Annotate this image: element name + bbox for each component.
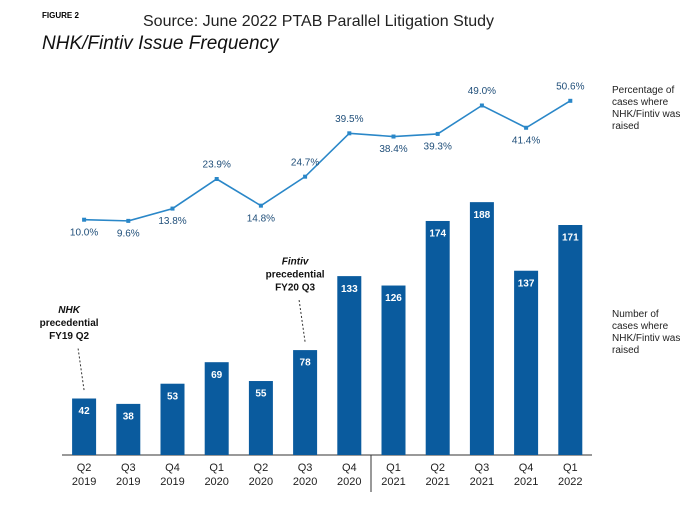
line-point	[479, 103, 484, 108]
bar	[558, 225, 583, 455]
x-tick-label: Q1 2020	[204, 462, 229, 488]
annotation-text: precedential	[40, 318, 99, 329]
bar-value-label: 171	[562, 233, 579, 244]
x-tick-label: Q4 2019	[160, 462, 185, 488]
bar-value-label: 126	[385, 293, 402, 304]
bar	[248, 381, 273, 455]
line-value-label: 49.0%	[468, 86, 496, 97]
bar-value-label: 174	[429, 229, 446, 240]
line-value-label: 10.0%	[70, 227, 98, 238]
x-tick-label: Q4 2020	[337, 462, 362, 488]
bar	[72, 398, 97, 455]
line-value-label: 50.6%	[556, 81, 584, 92]
annotation-text: NHK	[58, 305, 80, 316]
annotation-leader	[77, 348, 85, 391]
line-point	[126, 218, 131, 223]
bar	[469, 202, 494, 455]
line-value-label: 23.9%	[203, 160, 231, 171]
bar-legend: Number of cases where NHK/Fintiv was rai…	[612, 309, 681, 356]
bar-value-label: 137	[518, 278, 535, 289]
bar-value-label: 133	[341, 284, 358, 295]
annotation-text: precedential	[266, 270, 325, 281]
bar-value-label: 78	[300, 358, 312, 369]
bar-value-label: 42	[79, 406, 91, 417]
annotation-text: FY20 Q3	[275, 283, 315, 294]
x-tick-label: Q4 2021	[513, 462, 539, 488]
line-point	[391, 134, 396, 139]
line-point	[435, 131, 440, 136]
bar-value-label: 69	[211, 370, 223, 381]
x-tick-label: Q3 2020	[292, 462, 318, 488]
x-tick-label: Q2 2021	[425, 462, 450, 488]
annotation-leader	[298, 300, 306, 343]
subtitle: Source: June 2022 PTAB Parallel Litigati…	[143, 13, 494, 30]
x-tick-label: Q2 2020	[248, 462, 274, 488]
line-point	[347, 131, 352, 136]
x-tick-label: Q2 2019	[71, 462, 97, 488]
bar	[116, 403, 141, 455]
bar	[337, 276, 362, 455]
annotation-text: Fintiv	[282, 257, 310, 268]
line-point	[82, 217, 87, 222]
line-legend: Percentage of cases where NHK/Fintiv was…	[612, 85, 681, 132]
line-value-label: 38.4%	[379, 144, 407, 155]
line-value-label: 24.7%	[291, 157, 319, 168]
bar	[425, 220, 450, 455]
line-value-label: 39.5%	[335, 114, 363, 125]
line-point	[568, 98, 573, 103]
bar	[160, 383, 185, 455]
line-point	[170, 206, 175, 211]
line-point	[303, 174, 308, 179]
line-value-label: 9.6%	[117, 229, 140, 240]
line-point	[214, 177, 219, 182]
line-value-label: 39.3%	[424, 142, 452, 153]
bar	[381, 285, 406, 455]
line-value-label: 13.8%	[158, 216, 186, 227]
figure-label: FIGURE 2	[42, 11, 79, 20]
annotation-text: FY19 Q2	[49, 331, 89, 342]
line-point	[258, 203, 263, 208]
bar-value-label: 53	[167, 391, 179, 402]
line-value-label: 14.8%	[247, 213, 275, 224]
line	[84, 100, 571, 222]
chart-title: NHK/Fintiv Issue Frequency	[42, 33, 280, 54]
x-tick-label: Q3 2019	[116, 462, 141, 488]
x-tick-label: Q1 2021	[381, 462, 406, 488]
bar	[514, 270, 539, 455]
x-tick-label: Q3 2021	[469, 462, 495, 488]
bar	[204, 362, 229, 455]
bar	[293, 350, 318, 455]
line-value-label: 41.4%	[512, 135, 540, 146]
x-tick-label: Q1 2022	[558, 462, 583, 488]
line-point	[524, 125, 529, 130]
bar-value-label: 188	[474, 210, 491, 221]
bar-value-label: 38	[123, 412, 135, 423]
bar-value-label: 55	[255, 389, 267, 400]
